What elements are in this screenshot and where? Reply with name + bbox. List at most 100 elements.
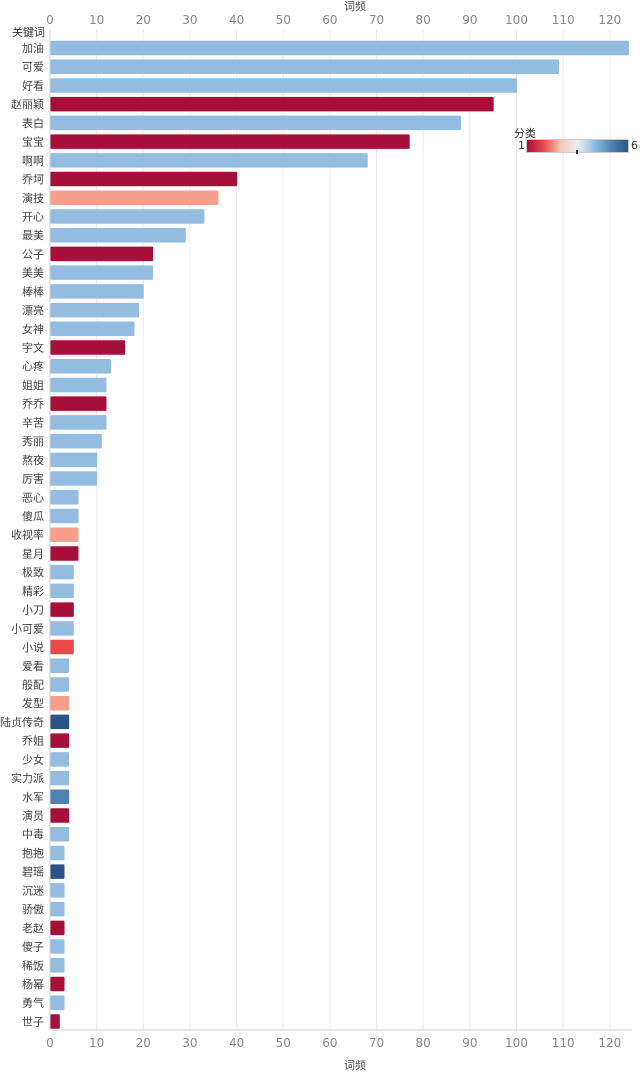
- bar: [50, 546, 79, 561]
- bar: [50, 583, 74, 599]
- x-tick-label-top: 40: [229, 13, 244, 27]
- bar: [50, 433, 102, 449]
- x-tick-label-bottom: 0: [46, 1036, 54, 1050]
- bar: [50, 958, 65, 973]
- row-header: 关键词: [12, 25, 45, 39]
- bar: [50, 658, 70, 674]
- bar: [50, 209, 205, 224]
- x-tick-label-top: 120: [598, 13, 621, 27]
- bar: [50, 808, 70, 823]
- bar: [50, 340, 126, 355]
- category-label: 公子: [22, 248, 44, 261]
- category-label: 傻瓜: [22, 510, 44, 523]
- x-axis-title-top: 词频: [344, 0, 366, 13]
- x-tick-label-bottom: 70: [369, 1036, 384, 1050]
- bar: [50, 789, 70, 805]
- x-tick-label-top: 90: [462, 13, 477, 27]
- category-label: 世子: [22, 1015, 44, 1028]
- category-label: 宝宝: [22, 135, 44, 149]
- bar: [50, 845, 65, 861]
- category-label: 实力派: [11, 771, 44, 785]
- bar: [50, 59, 559, 74]
- bar: [50, 471, 98, 486]
- bar: [50, 920, 65, 936]
- category-label: 乔乔: [22, 398, 44, 411]
- bar: [50, 621, 74, 636]
- bar: [50, 190, 219, 206]
- x-tick-label-bottom: 100: [505, 1036, 528, 1050]
- bar: [50, 415, 107, 430]
- x-tick-label-top: 60: [322, 13, 337, 27]
- bar: [50, 321, 135, 337]
- bar: [50, 752, 70, 767]
- category-label: 可爱: [22, 61, 44, 74]
- category-label: 碧瑶: [22, 866, 44, 879]
- category-label: 沉迷: [22, 884, 44, 897]
- bar: [50, 153, 368, 168]
- bar: [50, 452, 98, 468]
- x-tick-label-top: 50: [276, 13, 291, 27]
- bar: [50, 564, 74, 580]
- x-tick-label-top: 100: [505, 13, 528, 27]
- category-label: 发型: [22, 696, 44, 710]
- bar: [50, 714, 70, 730]
- category-label: 稀饭: [22, 959, 44, 972]
- x-tick-label-top: 10: [89, 13, 104, 27]
- category-label: 姐姐: [22, 378, 44, 392]
- category-label: 辛苦: [22, 415, 44, 429]
- category-label: 宇文: [22, 341, 44, 355]
- bar: [50, 78, 517, 93]
- bar: [50, 284, 144, 299]
- category-label: 杨幂: [22, 977, 44, 991]
- bar: [50, 490, 79, 505]
- bar: [50, 602, 74, 617]
- bar: [50, 265, 154, 280]
- bar: [50, 40, 629, 56]
- bar: [50, 302, 140, 318]
- x-tick-label-top: 70: [369, 13, 384, 27]
- bar: [50, 171, 238, 187]
- category-label: 开心: [22, 210, 44, 223]
- category-label: 小可爱: [11, 622, 44, 635]
- x-tick-label-bottom: 120: [598, 1036, 621, 1050]
- category-label: 乔姐: [22, 734, 44, 748]
- x-tick-label-top: 30: [182, 13, 197, 27]
- legend-min-label: 1: [518, 139, 525, 152]
- category-label: 好看: [22, 78, 44, 92]
- category-label: 秀丽: [22, 435, 44, 448]
- category-label: 老赵: [22, 921, 44, 935]
- category-label: 骄傲: [22, 902, 44, 916]
- category-label: 演员: [22, 809, 44, 823]
- category-label: 傻子: [22, 941, 44, 954]
- category-label: 加油: [22, 41, 44, 55]
- bar: [50, 358, 112, 374]
- category-label: 乔坷: [22, 173, 44, 186]
- x-tick-label-bottom: 30: [182, 1036, 197, 1050]
- category-label: 般配: [22, 678, 44, 691]
- bar: [50, 995, 65, 1010]
- category-label: 表白: [22, 116, 44, 130]
- x-tick-label-bottom: 80: [416, 1036, 431, 1050]
- bar: [50, 115, 462, 131]
- bar: [50, 677, 70, 692]
- category-label: 赵丽颖: [11, 97, 44, 111]
- x-tick-label-bottom: 40: [229, 1036, 244, 1050]
- category-label: 水军: [22, 791, 44, 804]
- bar: [50, 134, 410, 149]
- category-label: 极致: [22, 565, 44, 579]
- bar: [50, 883, 65, 898]
- x-tick-label-bottom: 50: [276, 1036, 291, 1050]
- category-label: 少女: [22, 752, 44, 766]
- category-label: 熬夜: [22, 453, 44, 467]
- bar: [50, 246, 154, 262]
- bar: [50, 377, 107, 393]
- bar: [50, 939, 65, 954]
- category-label: 爱看: [22, 659, 44, 673]
- bar: [50, 508, 79, 524]
- category-label: 勇气: [22, 996, 44, 1010]
- x-tick-label-bottom: 10: [89, 1036, 104, 1050]
- category-label: 精彩: [22, 585, 44, 598]
- x-tick-label-top: 20: [136, 13, 151, 27]
- category-label: 最美: [22, 229, 44, 242]
